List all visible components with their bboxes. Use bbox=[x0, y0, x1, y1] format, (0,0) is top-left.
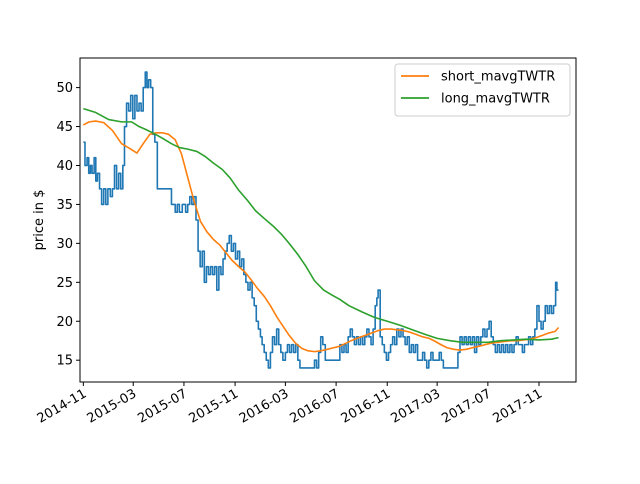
x-tick-label: 2017-11 bbox=[490, 386, 545, 426]
y-tick-label: 20 bbox=[56, 315, 73, 330]
x-tick-label: 2015-03 bbox=[85, 386, 140, 426]
long-mavg-line bbox=[83, 107, 559, 344]
y-axis-label: price in $ bbox=[32, 190, 47, 251]
y-tick-label: 45 bbox=[56, 120, 73, 135]
x-tick-label: 2015-07 bbox=[135, 386, 190, 426]
legend-frame bbox=[394, 63, 571, 117]
y-tick-label: 35 bbox=[56, 198, 73, 213]
y-tick-label: 15 bbox=[56, 354, 73, 369]
x-tick-label: 2016-11 bbox=[339, 386, 394, 426]
legend-label: short_mavgTWTR bbox=[441, 70, 555, 85]
y-tick-label: 50 bbox=[56, 81, 73, 96]
x-tick-label: 2016-03 bbox=[237, 386, 292, 426]
x-tick-label: 2014-11 bbox=[35, 386, 90, 426]
y-tick-label: 30 bbox=[56, 237, 73, 252]
y-axis: 15 20 25 30 35 40 45 50 bbox=[56, 81, 80, 369]
x-tick-label: 2015-11 bbox=[187, 386, 242, 426]
price-line bbox=[83, 71, 559, 369]
plot-frame bbox=[79, 57, 577, 383]
x-tick-label: 2017-03 bbox=[389, 386, 444, 426]
y-tick-label: 40 bbox=[56, 159, 73, 174]
short-mavg-line bbox=[82, 120, 560, 353]
x-tick-label: 2017-07 bbox=[439, 386, 494, 426]
x-tick-label: 2016-07 bbox=[288, 386, 343, 426]
series-layer bbox=[82, 71, 560, 369]
legend: short_mavgTWTR long_mavgTWTR bbox=[394, 63, 571, 117]
x-axis: 2014-112015-032015-072015-112016-032016-… bbox=[35, 382, 545, 427]
y-tick-label: 25 bbox=[56, 276, 73, 291]
legend-label: long_mavgTWTR bbox=[441, 92, 550, 107]
